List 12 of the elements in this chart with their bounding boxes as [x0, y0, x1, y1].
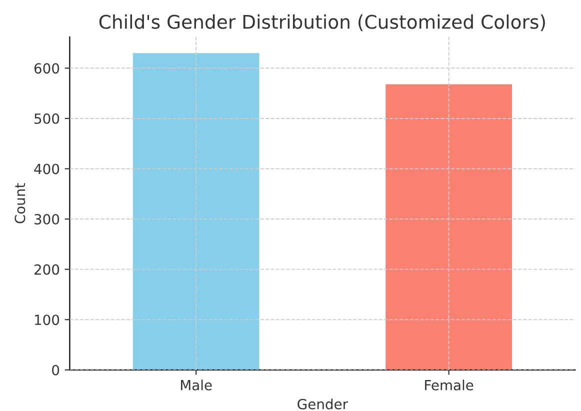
chart-title: Child's Gender Distribution (Customized Colors): [99, 14, 545, 32]
y-tick-label: 200: [34, 264, 60, 275]
y-tick-label: 600: [34, 63, 60, 74]
y-tick-label: 0: [52, 364, 60, 376]
y-tick-label: 500: [34, 113, 60, 124]
y-tick-label: 100: [35, 314, 60, 326]
y-tick-label: 300: [34, 214, 60, 225]
y-axis-title: Count: [14, 183, 26, 224]
x-tick-label: Female: [425, 380, 474, 390]
y-tick-label: 400: [34, 164, 60, 174]
x-axis-title: Gender: [298, 398, 348, 410]
x-tick-label: Male: [181, 380, 212, 390]
